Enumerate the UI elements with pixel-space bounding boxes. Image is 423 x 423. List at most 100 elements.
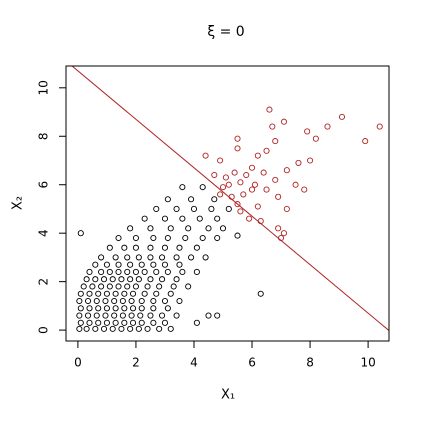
point (128, 312, 135, 319)
point (147, 276, 154, 283)
point (260, 169, 267, 176)
point (129, 290, 137, 297)
point (167, 225, 174, 232)
point (109, 276, 116, 283)
point (263, 186, 270, 193)
point (153, 205, 160, 213)
point (83, 325, 90, 332)
point (118, 276, 125, 283)
point (251, 181, 258, 188)
point (185, 283, 192, 290)
point (219, 225, 227, 232)
point (147, 225, 154, 232)
point (208, 205, 215, 213)
point (77, 230, 84, 237)
point (83, 276, 90, 283)
point (98, 254, 105, 261)
point (234, 232, 241, 239)
point (161, 297, 169, 305)
point (167, 290, 174, 297)
point (176, 297, 183, 305)
point (150, 305, 157, 312)
point (164, 268, 171, 275)
y-tick-label: 6 (37, 181, 51, 189)
point (86, 305, 93, 312)
point (214, 215, 221, 222)
point (121, 244, 128, 251)
point (92, 325, 99, 332)
point (106, 268, 113, 275)
point (92, 261, 99, 268)
point (95, 290, 102, 297)
point (156, 283, 163, 290)
point (292, 181, 299, 188)
point (150, 234, 157, 242)
point (211, 171, 218, 179)
point (138, 297, 145, 305)
y-tick-label: 0 (37, 326, 51, 334)
point (115, 268, 122, 275)
point (100, 276, 108, 283)
point (222, 174, 229, 181)
point (237, 208, 244, 215)
point (193, 319, 200, 326)
point (103, 261, 110, 268)
point (141, 290, 148, 297)
point (280, 118, 287, 125)
x-tick-label: 8 (306, 356, 314, 370)
point (103, 290, 110, 297)
point (237, 179, 244, 186)
point (164, 305, 171, 312)
x-tick-label: 4 (190, 356, 198, 370)
point (106, 283, 113, 290)
point (112, 319, 119, 326)
point (138, 305, 145, 312)
point (263, 147, 270, 154)
point (121, 290, 128, 297)
point (135, 254, 142, 261)
point (219, 184, 227, 191)
point (103, 319, 110, 326)
x-tick-label: 0 (74, 356, 82, 370)
point (147, 312, 154, 319)
point (246, 215, 253, 222)
point (119, 297, 126, 305)
point (199, 234, 206, 242)
y-tick-label: 10 (37, 80, 51, 95)
point (124, 268, 131, 275)
point (132, 244, 139, 251)
point (150, 261, 157, 268)
point (153, 268, 160, 275)
point (103, 305, 110, 312)
point (111, 297, 118, 305)
point (225, 205, 232, 213)
point (137, 312, 144, 319)
point (161, 215, 169, 222)
point (141, 268, 148, 275)
point (98, 268, 105, 275)
point (115, 234, 122, 242)
point (127, 225, 134, 232)
point (164, 234, 171, 242)
point (147, 254, 154, 261)
point (115, 261, 122, 268)
point (275, 193, 282, 200)
point (112, 305, 119, 312)
point (156, 325, 163, 332)
point (77, 290, 84, 297)
point (193, 244, 200, 251)
point (147, 244, 154, 251)
point (95, 305, 102, 312)
point (112, 290, 119, 297)
point (304, 128, 311, 135)
point (234, 145, 241, 152)
point (106, 244, 113, 251)
point (127, 325, 134, 332)
y-tick-label: 4 (37, 229, 51, 237)
point (119, 312, 126, 319)
point (92, 276, 99, 283)
y-axis-label: X₂ (11, 196, 26, 210)
point (202, 152, 209, 159)
point (205, 312, 212, 319)
